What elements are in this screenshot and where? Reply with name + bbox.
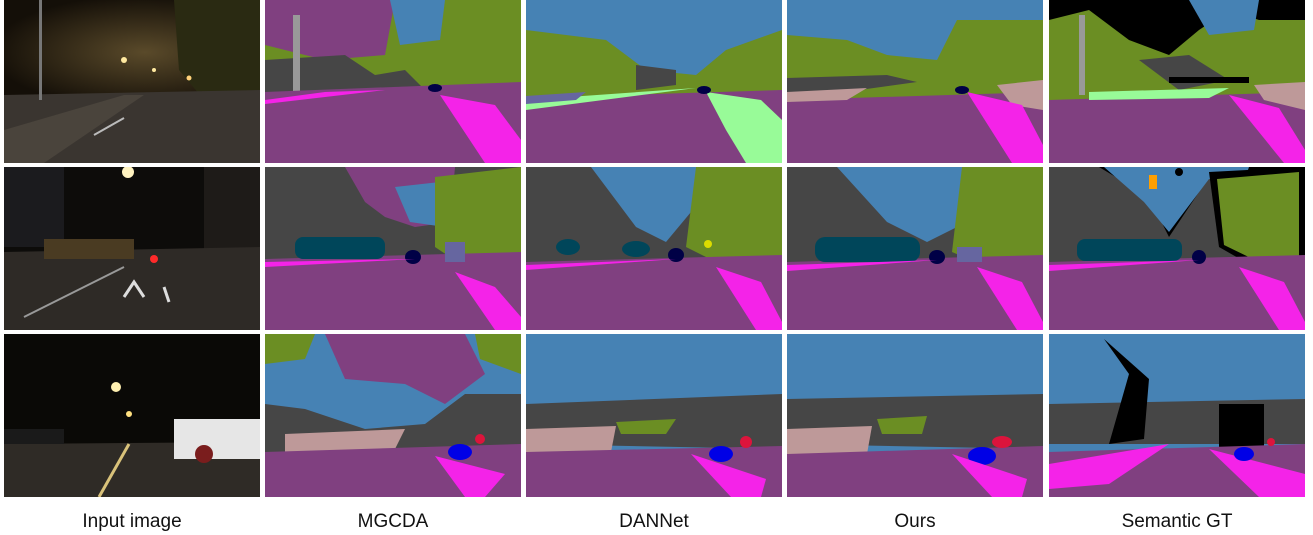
mgcda-prediction-row-1 [265,0,521,163]
dannet-prediction-row-1 [526,0,782,163]
mgcda-prediction-row-2 [265,167,521,330]
semantic-gt-row-3 [1049,334,1305,497]
caption-input-image: Input image [82,511,182,532]
ours-prediction-row-1 [787,0,1043,163]
input-image-row-1 [4,0,260,163]
input-image-row-2 [4,167,260,330]
caption-ours: Ours [894,511,936,532]
mgcda-prediction-row-3 [265,334,521,497]
caption-semantic-gt: Semantic GT [1121,511,1233,532]
dannet-prediction-row-3 [526,334,782,497]
ours-prediction-row-2 [787,167,1043,330]
dannet-prediction-row-2 [526,167,782,330]
caption-dannet: DANNet [619,511,689,532]
caption-mgcda: MGCDA [357,511,429,532]
ours-prediction-row-3 [787,334,1043,497]
semantic-gt-row-2 [1049,167,1305,330]
input-image-row-3 [4,334,260,497]
semantic-gt-row-1 [1049,0,1305,163]
